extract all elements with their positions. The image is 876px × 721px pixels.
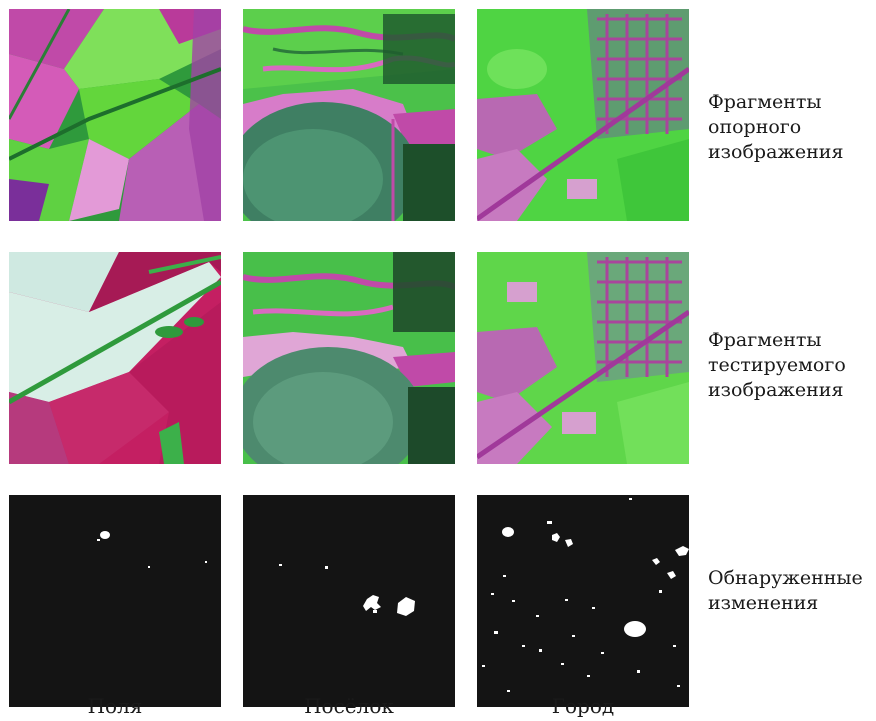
row-label-line: изменения [708,592,819,614]
row-label-changes: Обнаруженные изменения [708,566,863,616]
reference-city-image [477,9,689,221]
row-label-line: Фрагменты [708,91,822,113]
row-label-line: Фрагменты [708,329,822,351]
changes-city-mask [477,495,689,707]
row-label-line: изображения [708,141,844,163]
reference-fields-image [9,9,221,221]
tested-settlement-image [243,252,455,464]
tested-city-image [477,252,689,464]
reference-settlement-image [243,9,455,221]
changes-fields-mask [9,495,221,707]
tested-fields-image [9,252,221,464]
column-label-fields: Поля [87,694,143,718]
row-label-line: опорного [708,116,802,138]
row-label-line: тестируемого [708,354,846,376]
changes-settlement-mask [243,495,455,707]
row-label-line: Обнаруженные [708,567,863,589]
row-label-line: изображения [708,379,844,401]
row-label-tested: Фрагменты тестируемого изображения [708,328,846,403]
column-label-city: Город [551,694,615,718]
row-label-reference: Фрагменты опорного изображения [708,90,843,165]
column-label-settlement: Посёлок [304,694,394,718]
